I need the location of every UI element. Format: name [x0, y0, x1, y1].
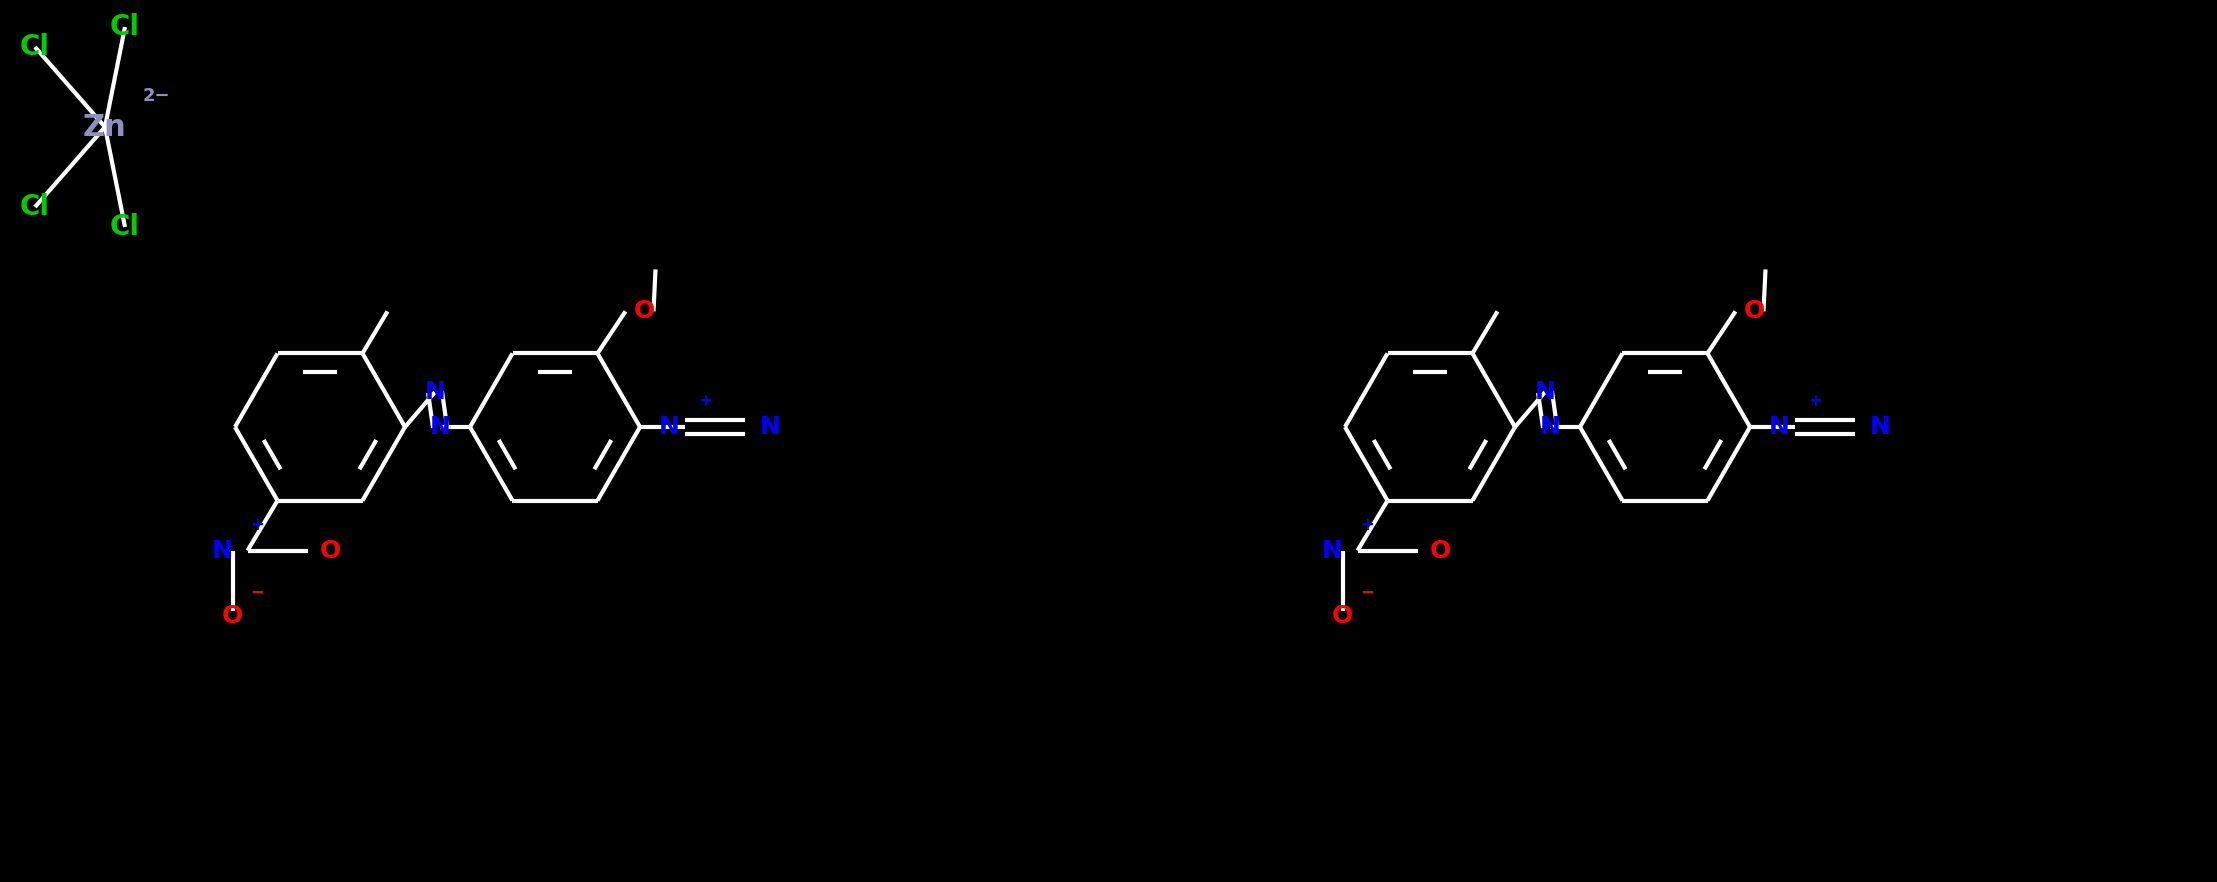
Text: Cl: Cl — [20, 193, 51, 221]
Text: +: + — [1361, 516, 1375, 534]
Text: O: O — [1332, 603, 1352, 628]
Text: N: N — [426, 380, 446, 404]
Text: N: N — [1321, 539, 1344, 563]
Text: +: + — [251, 516, 264, 534]
Text: N: N — [1869, 415, 1891, 439]
Text: N: N — [1539, 415, 1561, 439]
Text: O: O — [634, 299, 654, 324]
Text: −: − — [251, 581, 264, 600]
Text: +: + — [698, 392, 712, 410]
Text: O: O — [222, 603, 244, 628]
Text: N: N — [1534, 380, 1556, 404]
Text: Cl: Cl — [111, 13, 140, 41]
Text: N: N — [211, 539, 233, 563]
Text: O: O — [1743, 299, 1765, 324]
Text: N: N — [760, 415, 780, 439]
Text: −: − — [1361, 581, 1375, 600]
Text: Cl: Cl — [111, 213, 140, 241]
Text: Cl: Cl — [20, 33, 51, 61]
Text: N: N — [1769, 415, 1789, 439]
Text: +: + — [1809, 392, 1822, 410]
Text: O: O — [319, 539, 341, 563]
Text: Zn: Zn — [82, 113, 126, 141]
Text: N: N — [430, 415, 450, 439]
Text: 2−: 2− — [144, 87, 171, 105]
Text: O: O — [1430, 539, 1450, 563]
Text: N: N — [658, 415, 681, 439]
